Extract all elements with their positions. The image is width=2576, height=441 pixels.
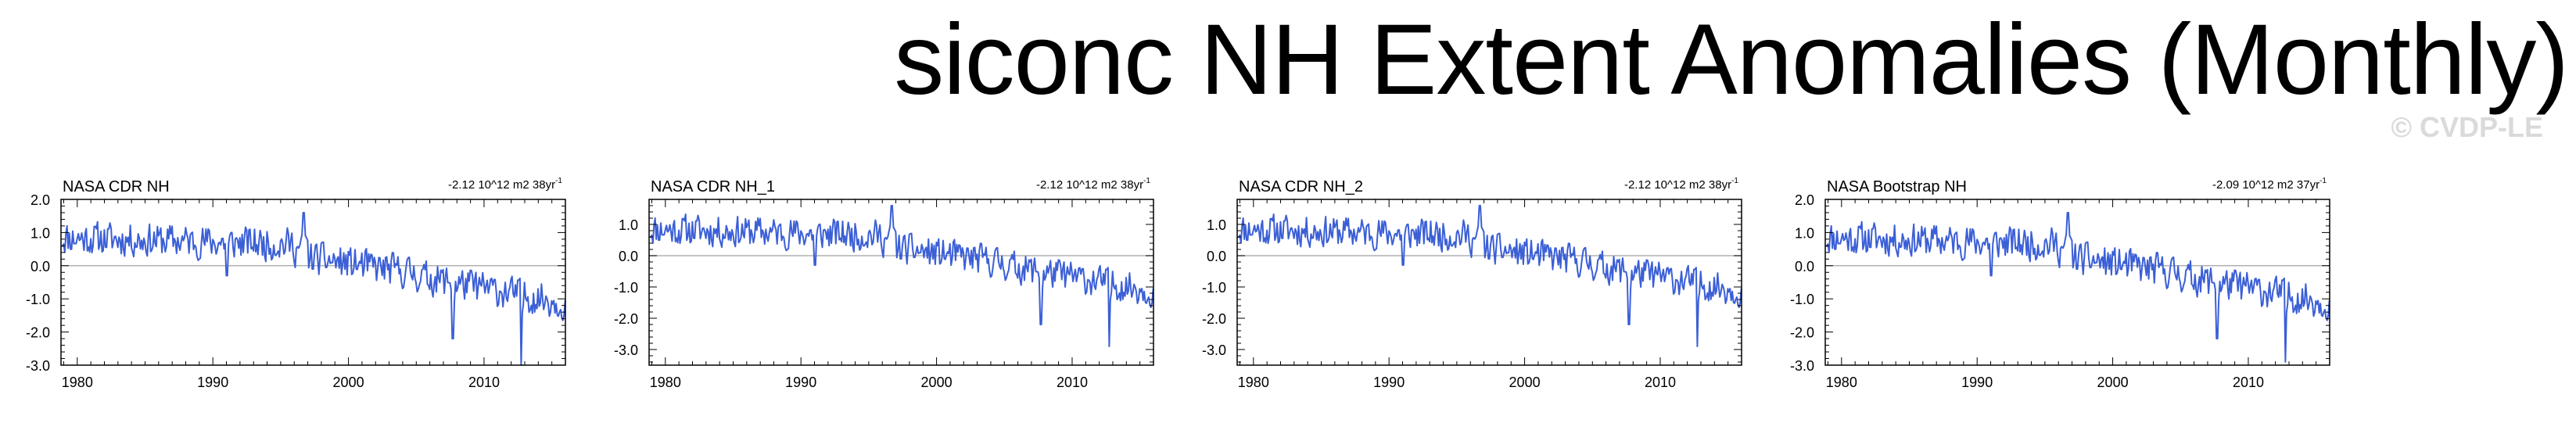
y-tick-label: 0.0 <box>619 249 638 264</box>
y-tick-label: 0.0 <box>1207 249 1226 264</box>
x-tick-label: 1990 <box>197 375 228 390</box>
y-tick-label: -2.0 <box>1790 325 1814 341</box>
x-tick-label: 2010 <box>1645 375 1676 390</box>
watermark-label: © CVDP-LE <box>2391 111 2543 144</box>
y-tick-label: 1.0 <box>1795 225 1814 241</box>
series-line <box>650 206 1153 346</box>
y-tick-label: -2.0 <box>1202 311 1226 327</box>
y-tick-label: 1.0 <box>30 225 50 241</box>
y-tick-label: -1.0 <box>26 292 50 307</box>
x-tick-label: 2000 <box>1509 375 1541 390</box>
y-tick-label: -3.0 <box>1202 342 1226 358</box>
y-tick-label: 2.0 <box>1795 192 1814 208</box>
x-tick-label: 1990 <box>1373 375 1405 390</box>
trend-label: -2.12 10^12 m2 38yr-1 <box>1036 177 1150 192</box>
y-tick-label: -3.0 <box>26 358 50 374</box>
panel-title: NASA CDR NH_1 <box>651 178 775 195</box>
y-tick-label: 1.0 <box>1207 217 1226 233</box>
trend-superscript: -1 <box>555 177 562 185</box>
plot-frame <box>649 199 1153 365</box>
chart-panel-nasa-bootstrap-nh: NASA Bootstrap NH -2.09 10^12 m2 37yr-1 2.… <box>1778 160 2341 395</box>
x-tick-label: 2010 <box>2233 375 2264 390</box>
y-tick-label: -3.0 <box>1790 358 1814 374</box>
panel-title: NASA Bootstrap NH <box>1827 178 1967 195</box>
x-tick-label: 2000 <box>921 375 953 390</box>
trend-superscript: -1 <box>1731 177 1738 185</box>
y-tick-label: -2.0 <box>614 311 638 327</box>
series-line <box>1238 206 1742 346</box>
panel-title: NASA CDR NH_2 <box>1239 178 1363 195</box>
y-tick-label: -2.0 <box>26 325 50 341</box>
y-tick-label: 0.0 <box>30 259 50 274</box>
chart-panel-nasa-cdr-nh: NASA CDR NH -2.12 10^12 m2 38yr-1 2.0 1.0 0.… <box>14 160 577 395</box>
x-tick-label: 2000 <box>333 375 364 390</box>
trend-label: -2.12 10^12 m2 38yr-1 <box>448 177 562 192</box>
y-tick-label: -1.0 <box>614 280 638 296</box>
x-tick-label: 2010 <box>468 375 500 390</box>
y-tick-label: 0.0 <box>1795 259 1814 274</box>
trend-superscript: -1 <box>2319 177 2327 185</box>
y-tick-label: -3.0 <box>614 342 638 358</box>
x-tick-label: 1990 <box>785 375 816 390</box>
page-title: siconc NH Extent Anomalies (Monthly) <box>894 2 2568 119</box>
trend-label: -2.12 10^12 m2 38yr-1 <box>1624 177 1738 192</box>
chart-panel-nasa-cdr-nh-1: NASA CDR NH_1 -2.12 10^12 m2 38yr-1 1.0 0.0… <box>602 160 1165 395</box>
x-tick-label: 2010 <box>1057 375 1088 390</box>
x-tick-label: 1980 <box>650 375 681 390</box>
trend-superscript: -1 <box>1143 177 1150 185</box>
y-tick-label: -1.0 <box>1202 280 1226 296</box>
panel-title: NASA CDR NH <box>63 178 170 195</box>
series-line <box>1826 213 2330 362</box>
plot-frame <box>1237 199 1742 365</box>
y-tick-label: 1.0 <box>619 217 638 233</box>
chart-panel-nasa-cdr-nh-2: NASA CDR NH_2 -2.12 10^12 m2 38yr-1 1.0 0.0… <box>1190 160 1753 395</box>
x-tick-label: 1990 <box>1961 375 1993 390</box>
x-tick-label: 1980 <box>62 375 93 390</box>
x-tick-label: 2000 <box>2097 375 2129 390</box>
x-tick-label: 1980 <box>1238 375 1269 390</box>
series-line <box>62 213 565 365</box>
trend-label: -2.09 10^12 m2 37yr-1 <box>2212 177 2327 192</box>
y-tick-label: 2.0 <box>30 192 50 208</box>
x-tick-label: 1980 <box>1826 375 1857 390</box>
y-tick-label: -1.0 <box>1790 292 1814 307</box>
